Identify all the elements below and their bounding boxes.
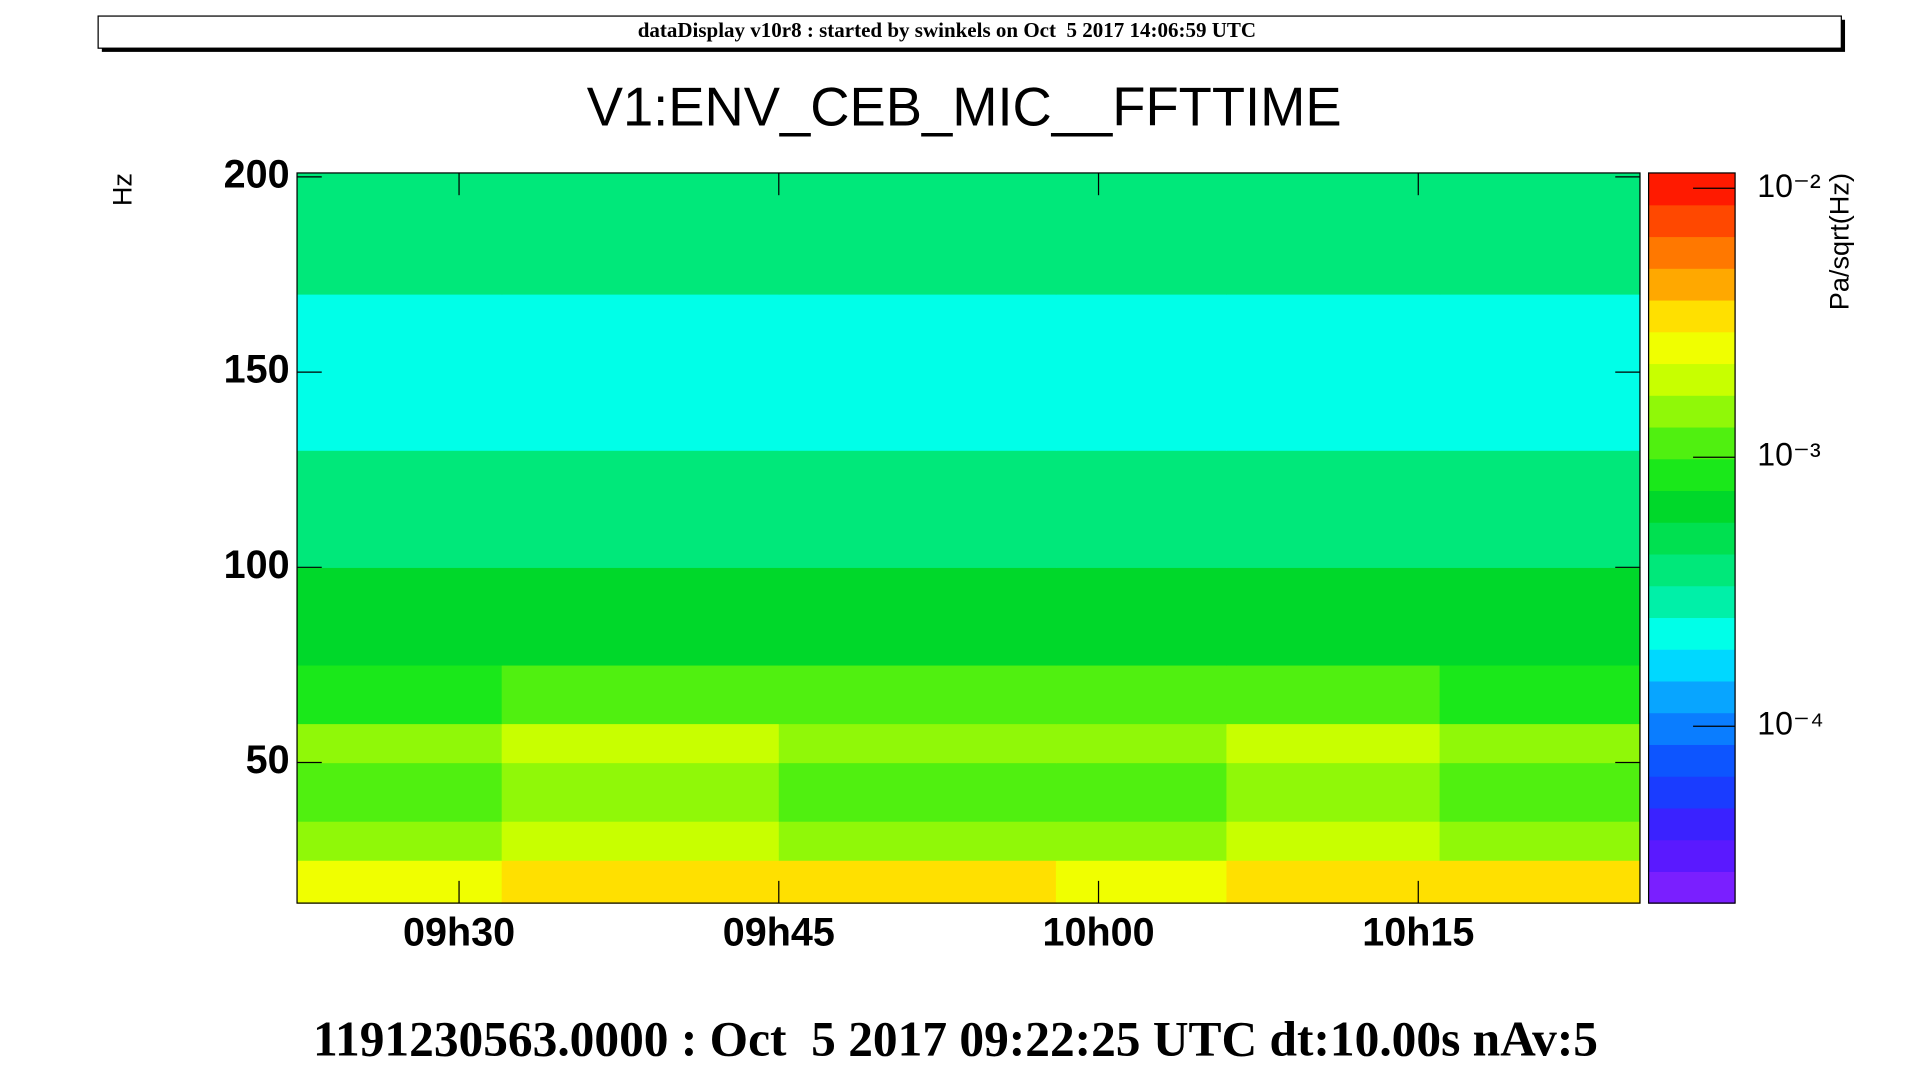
heatmap-cell xyxy=(778,860,1057,904)
heatmap-cell xyxy=(1055,664,1228,725)
heatmap-cell xyxy=(501,723,780,764)
colorbar-segment xyxy=(1648,585,1736,619)
x-tick-label: 09h30 xyxy=(403,911,515,955)
heatmap-cell xyxy=(501,821,780,861)
plot-frame xyxy=(296,172,1641,904)
heatmap-cell xyxy=(501,293,780,451)
heatmap-cell xyxy=(1055,821,1228,861)
colorbar-segment xyxy=(1648,299,1736,333)
heatmap-cell xyxy=(297,172,503,295)
y-tick-label: 50 xyxy=(246,738,290,782)
colorbar-segment xyxy=(1648,553,1736,587)
colorbar-segment xyxy=(1648,776,1736,809)
y-tick-label: 150 xyxy=(224,348,290,392)
heatmap-cell xyxy=(1439,860,1641,904)
colorbar-segment xyxy=(1648,712,1736,745)
heatmap-cell xyxy=(297,821,503,861)
colorbar-segment xyxy=(1648,807,1736,841)
colorbar-label: Pa/sqrt(Hz) xyxy=(1824,173,1855,310)
heatmap-cell xyxy=(297,860,503,904)
colorbar-tick-label: 10⁻² xyxy=(1757,168,1821,204)
colorbar-tick-label: 10⁻³ xyxy=(1757,437,1821,473)
colorbar-segment xyxy=(1648,680,1736,714)
heatmap-cell xyxy=(778,567,1057,666)
colorbar-segment xyxy=(1648,744,1736,777)
heatmap-cell xyxy=(1226,821,1441,861)
colorbar-segment xyxy=(1648,172,1736,206)
heatmap-cell xyxy=(1439,664,1641,725)
heatmap-cell xyxy=(778,762,1057,822)
heatmap-cell xyxy=(1055,450,1228,568)
heatmap-cell xyxy=(1055,723,1228,764)
colorbar-segment xyxy=(1648,458,1736,492)
heatmap-cell xyxy=(297,664,503,725)
heatmap-cell xyxy=(1226,567,1441,666)
footer: 1191230563.0000 : Oct 5 2017 09:22:25 UT… xyxy=(313,1011,1598,1066)
heatmap-cell xyxy=(297,567,503,666)
heatmap-cell xyxy=(1226,762,1441,822)
heatmap-cell xyxy=(778,723,1057,764)
heatmap-cell xyxy=(1055,293,1228,451)
x-tick-label: 10h00 xyxy=(1043,911,1155,955)
heatmap-cell xyxy=(1439,821,1641,861)
colorbar-segment xyxy=(1648,426,1736,460)
heatmap-cell xyxy=(297,723,503,764)
heatmap-cell xyxy=(1055,172,1228,295)
heatmap-cell xyxy=(1226,723,1441,764)
colorbar-segment xyxy=(1648,871,1736,904)
heatmap-cell xyxy=(501,450,780,568)
heatmap-cell xyxy=(1439,762,1641,822)
colorbar-segment xyxy=(1648,839,1736,872)
heatmap-cell xyxy=(1439,450,1641,568)
heatmap-cell xyxy=(1226,664,1441,725)
colorbar-segment xyxy=(1648,649,1736,682)
y-tick-label: 100 xyxy=(224,543,290,587)
heatmap-cell xyxy=(1439,172,1641,295)
heatmap-cell xyxy=(1055,860,1228,904)
heatmap-cell xyxy=(1439,293,1641,451)
x-tick-label: 10h15 xyxy=(1362,911,1474,955)
colorbar-tick-label: 10⁻⁴ xyxy=(1757,706,1823,742)
colorbar-segment xyxy=(1648,522,1736,555)
heatmap-cell xyxy=(778,450,1057,568)
colorbar-segment xyxy=(1648,331,1736,365)
colorbar-segment xyxy=(1648,204,1736,238)
heatmap-cell xyxy=(297,293,503,451)
heatmap-cell xyxy=(501,860,780,904)
heatmap-cell xyxy=(297,450,503,568)
colorbar-segment xyxy=(1648,268,1736,301)
y-tick-label: 200 xyxy=(224,152,290,196)
colorbar-segment xyxy=(1648,395,1736,428)
colorbar-segment xyxy=(1648,363,1736,396)
heatmap-cell xyxy=(501,172,780,295)
heatmap-cell xyxy=(501,567,780,666)
chart-title: V1:ENV_CEB_MIC__FFTTIME xyxy=(587,77,1342,138)
header: dataDisplay v10r8 : started by swinkels … xyxy=(638,18,1256,42)
heatmap-cell xyxy=(1439,723,1641,764)
heatmap-cell xyxy=(778,664,1057,725)
heatmap-cell xyxy=(1439,567,1641,666)
heatmap-cell xyxy=(297,762,503,822)
colorbar-segment xyxy=(1648,617,1736,650)
heatmap-cell xyxy=(778,821,1057,861)
heatmap-cell xyxy=(1226,293,1441,451)
header-box xyxy=(97,15,1842,49)
colorbar-segment xyxy=(1648,236,1736,269)
x-tick-label: 09h45 xyxy=(723,911,835,955)
heatmap-cell xyxy=(1226,860,1441,904)
heatmap-cell xyxy=(778,293,1057,451)
heatmap-cell xyxy=(501,762,780,822)
colorbar-segment xyxy=(1648,490,1736,523)
heatmap-cell xyxy=(1226,172,1441,295)
heatmap-cell xyxy=(1055,567,1228,666)
heatmap-cell xyxy=(1226,450,1441,568)
y-axis-label: Hz xyxy=(106,173,137,206)
heatmap-cell xyxy=(1055,762,1228,822)
heatmap-cell xyxy=(778,172,1057,295)
colorbar-frame xyxy=(1647,172,1736,904)
heatmap-cell xyxy=(501,664,780,725)
